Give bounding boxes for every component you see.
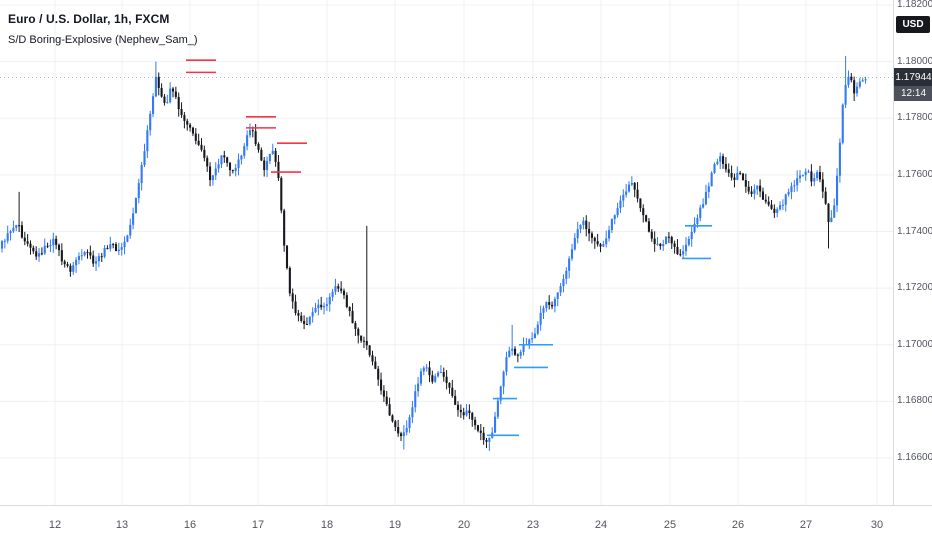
chart-legend: Euro / U.S. Dollar, 1h, FXCM S/D Boring-… [8, 12, 198, 46]
time-tick-label: 16 [183, 519, 197, 531]
time-tick-label: 17 [251, 519, 265, 531]
price-axis[interactable]: 1.16600 1.16800 1.17000 1.17200 1.17400 1.176… [893, 0, 932, 505]
time-tick-label: 19 [388, 519, 402, 531]
symbol-title[interactable]: Euro / U.S. Dollar, 1h, FXCM [8, 12, 170, 26]
price-tick-label: 1.17000 [897, 338, 932, 350]
time-tick-label: 30 [870, 519, 884, 531]
bar-countdown: 12:14 [894, 86, 932, 102]
indicator-title[interactable]: S/D Boring-Explosive (Nephew_Sam_) [8, 34, 198, 46]
last-price-badge: 1.17944 12:14 [894, 68, 932, 102]
price-tick-label: 1.17800 [897, 112, 932, 124]
price-tick-label: 1.17600 [897, 168, 932, 180]
currency-badge: USD [896, 16, 930, 33]
price-tick-label: 1.16600 [897, 452, 932, 463]
candlestick-canvas[interactable] [0, 0, 893, 505]
price-tick-label: 1.16800 [897, 395, 932, 407]
time-tick-label: 24 [594, 519, 608, 531]
time-tick-label: 18 [320, 519, 334, 531]
time-tick-label: 26 [731, 519, 745, 531]
price-tick-label: 1.18200 [897, 0, 932, 10]
chart-plot-area[interactable]: Euro / U.S. Dollar, 1h, FXCM S/D Boring-… [0, 0, 893, 505]
price-tick-label: 1.17400 [897, 225, 932, 237]
time-tick-label: 27 [799, 519, 813, 531]
time-tick-label: 23 [526, 519, 540, 531]
last-price-value: 1.17944 [894, 68, 932, 87]
price-tick-label: 1.18000 [897, 55, 932, 67]
time-axis[interactable]: 12 13 16 17 18 19 20 23 24 25 26 27 30 [0, 505, 932, 550]
price-tick-label: 1.17200 [897, 282, 932, 294]
time-tick-label: 25 [663, 519, 677, 531]
time-tick-label: 13 [115, 519, 129, 531]
time-tick-label: 12 [48, 519, 62, 531]
time-tick-label: 20 [457, 519, 471, 531]
